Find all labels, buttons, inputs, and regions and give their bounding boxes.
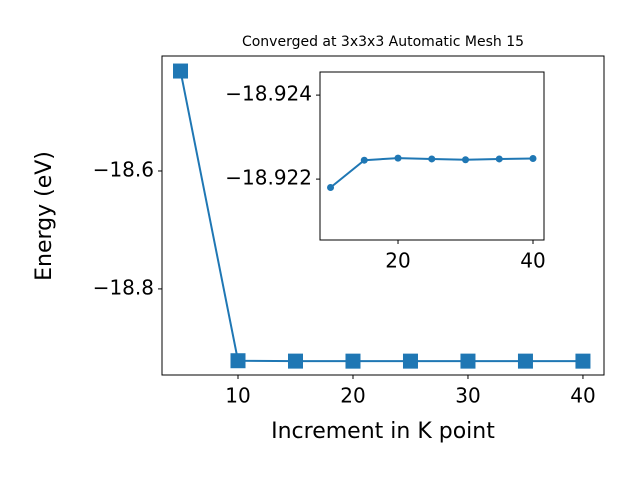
y-tick-label: −18.6 <box>93 157 154 181</box>
marker <box>529 155 537 163</box>
y-tick-label: −18.8 <box>93 275 154 299</box>
marker <box>287 353 303 369</box>
marker <box>495 155 503 163</box>
x-tick-label: 40 <box>570 384 595 408</box>
marker <box>575 353 591 369</box>
x-tick-label: 20 <box>340 384 365 408</box>
y-axis-label: Energy (eV) <box>32 151 57 281</box>
marker <box>327 184 335 191</box>
x-tick-label: 40 <box>520 249 545 273</box>
marker <box>394 154 402 162</box>
marker <box>460 353 476 369</box>
chart-title: Converged at 3x3x3 Automatic Mesh 15 <box>242 34 524 50</box>
marker <box>345 353 361 369</box>
marker <box>402 353 418 369</box>
x-tick-label: 30 <box>455 384 480 408</box>
marker <box>230 353 246 369</box>
x-axis-label: Increment in K point <box>271 419 495 444</box>
marker <box>428 155 436 163</box>
y-tick-label: −18.922 <box>225 166 312 190</box>
x-tick-label: 10 <box>225 384 250 408</box>
marker <box>517 353 533 369</box>
marker <box>173 63 189 79</box>
marker <box>462 156 470 164</box>
line <box>179 70 583 363</box>
marker <box>360 156 368 164</box>
x-tick-label: 20 <box>385 249 410 273</box>
y-tick-label: −18.924 <box>225 82 312 106</box>
